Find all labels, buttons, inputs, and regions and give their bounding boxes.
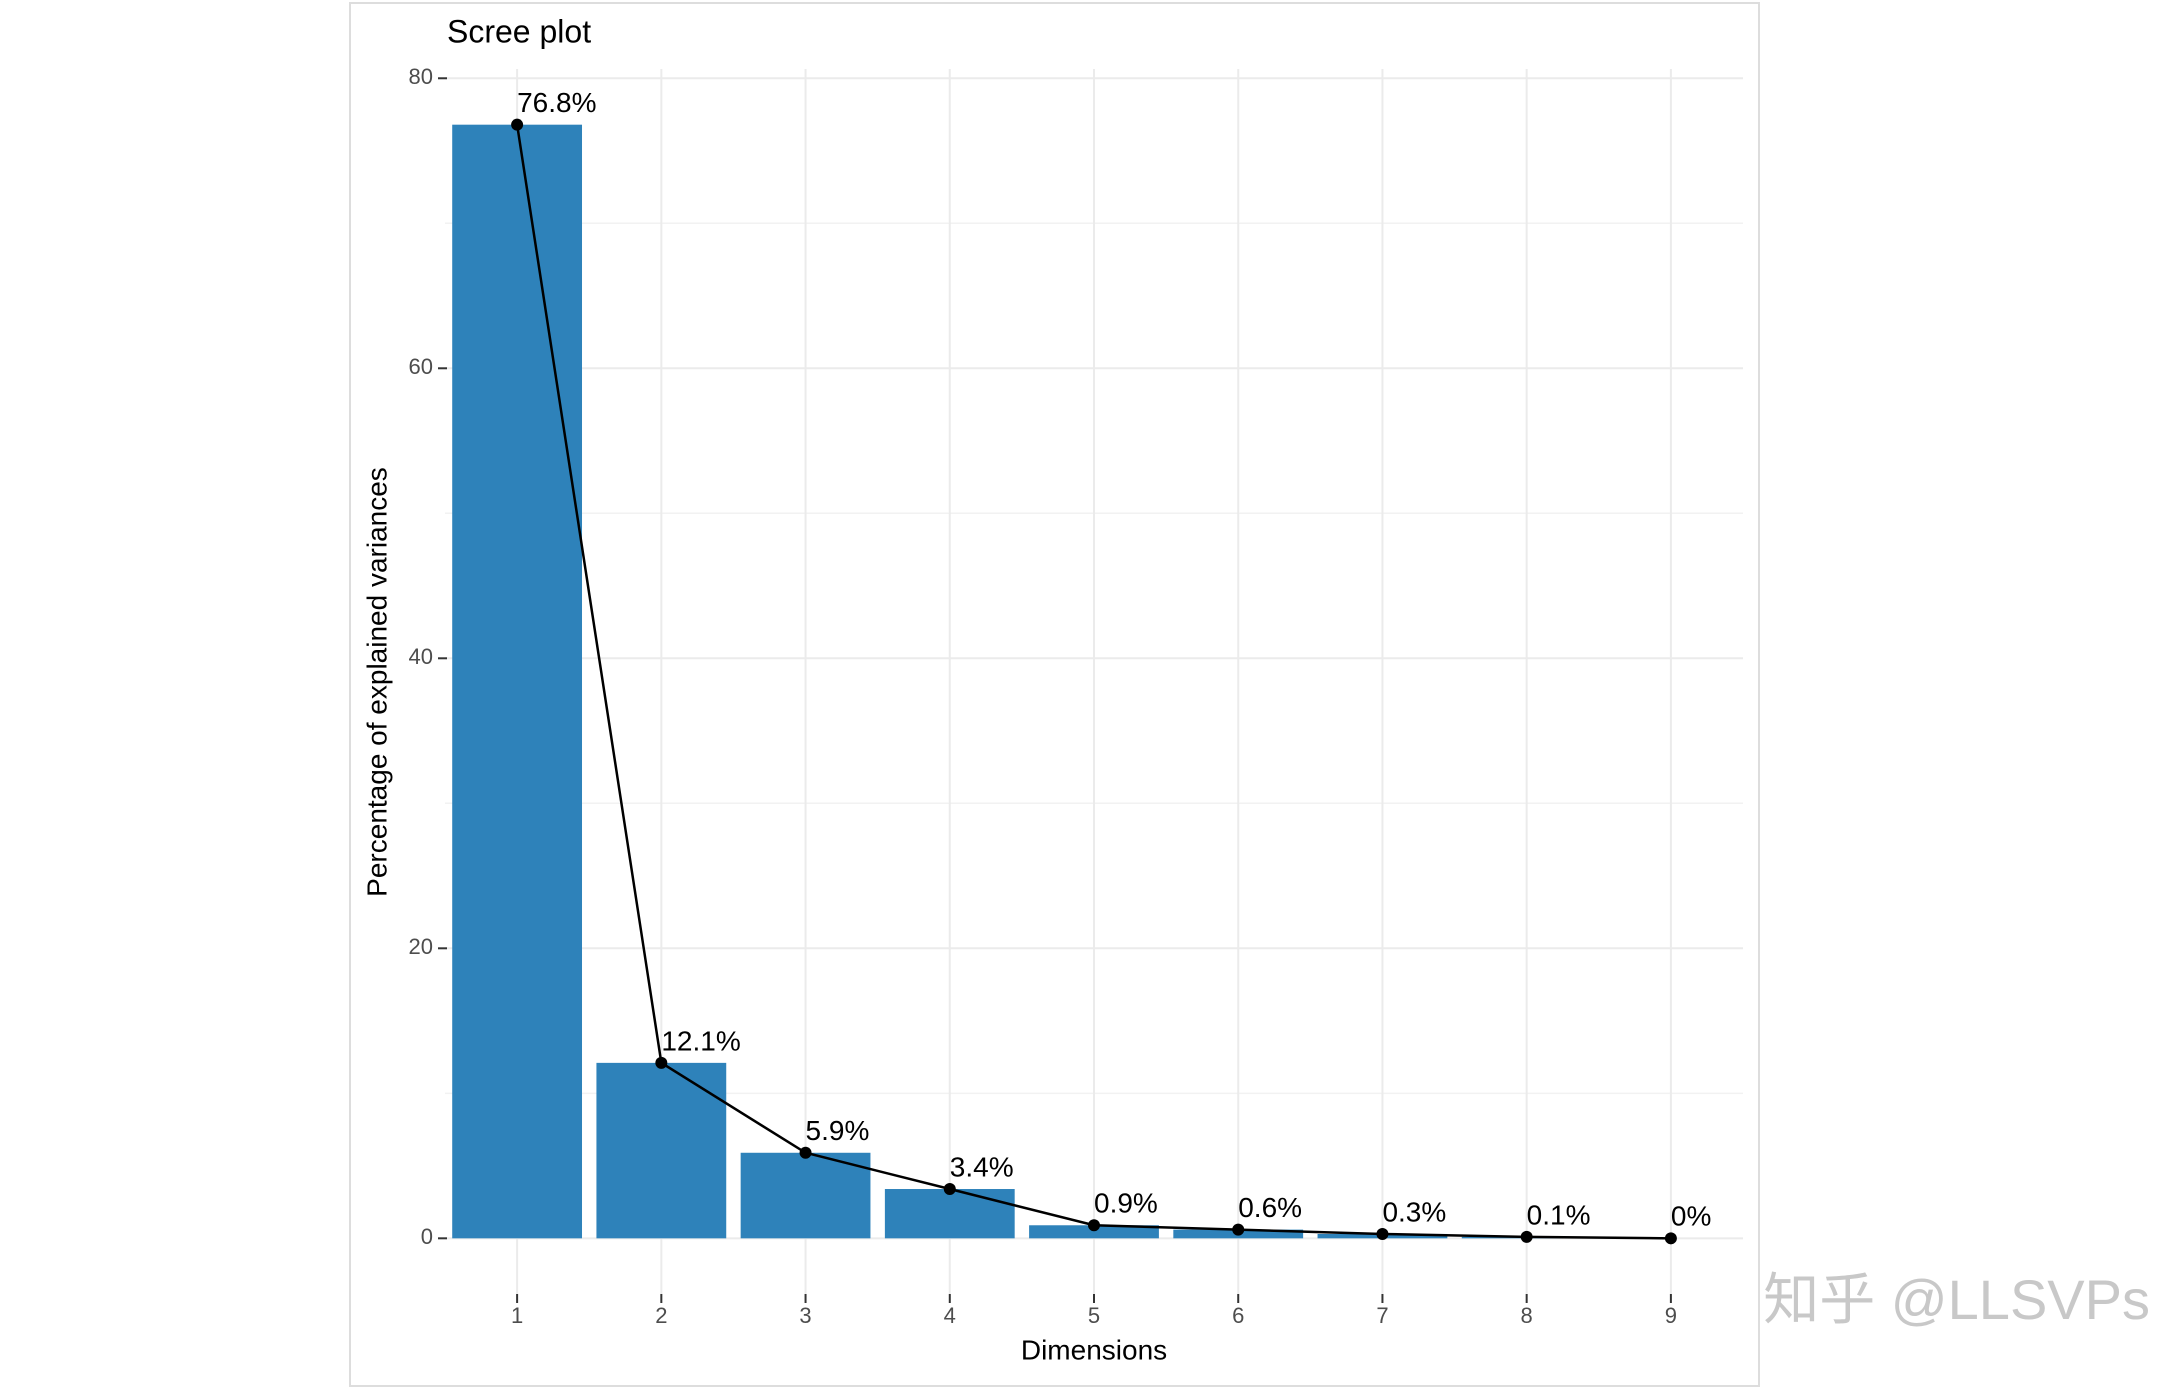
value-label: 0.9% — [1094, 1188, 1158, 1219]
x-axis-title: Dimensions — [1021, 1334, 1167, 1365]
value-label: 0.3% — [1382, 1196, 1446, 1227]
point — [1232, 1223, 1245, 1236]
point — [655, 1056, 668, 1069]
marks: 76.8% 12.1% 5.9% 3.4% 0.9% 0.6% 0.3% 0.1% 0% — [452, 87, 1711, 1245]
y-axis-title: Percentage of explained variances — [361, 467, 392, 897]
value-label: 0.1% — [1527, 1199, 1591, 1230]
y-tick-label: 40 — [409, 644, 433, 669]
point — [1088, 1219, 1100, 1232]
bar — [740, 1152, 871, 1239]
grid: 0 20 40 60 80 1 2 3 4 5 6 7 8 9 — [409, 64, 1743, 1328]
x-tick-label: 8 — [1521, 1303, 1533, 1328]
x-tick-label: 1 — [511, 1303, 523, 1328]
value-label: 0.6% — [1238, 1192, 1302, 1223]
bar — [452, 124, 583, 1239]
x-tick-label: 9 — [1665, 1303, 1677, 1328]
x-tick-label: 2 — [655, 1303, 667, 1328]
y-tick-label: 60 — [409, 354, 433, 379]
bar — [596, 1062, 727, 1239]
point — [1376, 1227, 1389, 1240]
value-label: 76.8% — [517, 87, 596, 118]
bar — [1029, 1225, 1159, 1239]
bar — [884, 1189, 1015, 1239]
x-tick-label: 5 — [1088, 1303, 1100, 1328]
value-label: 0% — [1671, 1201, 1711, 1232]
point — [943, 1183, 956, 1196]
x-tick-label: 7 — [1376, 1303, 1388, 1328]
chart-title: Scree plot — [447, 13, 591, 49]
x-tick-label: 3 — [799, 1303, 811, 1328]
point — [511, 118, 524, 131]
y-tick-label: 20 — [409, 934, 433, 959]
watermark: 知乎 @LLSVPs — [1763, 1268, 2150, 1331]
point — [1520, 1230, 1533, 1243]
value-label: 5.9% — [806, 1115, 870, 1146]
frame — [349, 2, 1760, 1387]
x-tick-label: 6 — [1232, 1303, 1244, 1328]
value-label: 3.4% — [950, 1151, 1014, 1182]
point — [1664, 1232, 1677, 1245]
x-tick-label: 4 — [944, 1303, 956, 1328]
y-tick-label: 0 — [421, 1224, 433, 1249]
value-label: 12.1% — [661, 1025, 740, 1056]
y-tick-label: 80 — [409, 64, 433, 89]
point — [799, 1146, 812, 1159]
